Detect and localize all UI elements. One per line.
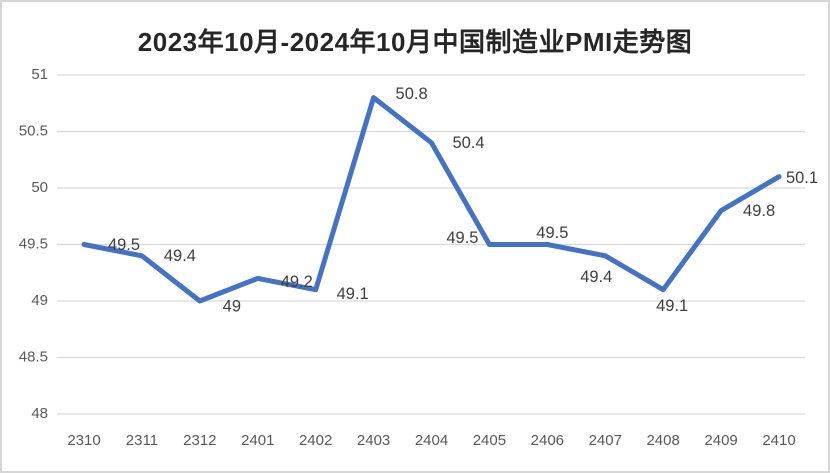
x-tick-label: 2408 [646, 432, 679, 449]
data-label: 50.4 [452, 134, 484, 152]
y-tick-label: 50 [31, 179, 48, 196]
x-tick-label: 2410 [762, 432, 795, 449]
chart-title: 2023年10月-2024年10月中国制造业PMI走势图 [137, 27, 693, 57]
x-tick-label: 2406 [531, 432, 564, 449]
pmi-trend-line [81, 95, 782, 304]
y-tick-label: 48.5 [19, 348, 48, 365]
data-label: 49.1 [337, 285, 369, 303]
data-label: 49.4 [164, 247, 196, 265]
data-label: 49.1 [656, 297, 688, 315]
x-tick-label: 2312 [183, 432, 216, 449]
y-tick-label: 50.5 [19, 122, 48, 139]
data-label: 49.8 [743, 202, 775, 220]
x-tick-label: 2409 [704, 432, 737, 449]
y-tick-label: 49.5 [19, 235, 48, 252]
data-label: 49.2 [281, 273, 313, 291]
x-tick-label: 2403 [357, 432, 390, 449]
data-label: 49.4 [580, 268, 612, 286]
x-tick-label: 2310 [67, 432, 100, 449]
y-tick-label: 49 [31, 292, 48, 309]
x-tick-label: 2311 [126, 432, 158, 449]
x-tick-label: 2402 [299, 432, 332, 449]
x-tick-label: 2405 [473, 432, 506, 449]
x-tick-label: 2401 [241, 432, 274, 449]
data-label: 49 [223, 297, 241, 315]
y-tick-label: 51 [31, 66, 48, 83]
data-label: 50.8 [396, 85, 428, 103]
x-tick-label: 2407 [589, 432, 622, 449]
data-label: 50.1 [786, 169, 818, 187]
data-label: 49.5 [108, 236, 140, 254]
x-tick-label: 2404 [415, 432, 448, 449]
data-label: 49.5 [536, 224, 568, 242]
y-tick-label: 48 [31, 405, 48, 422]
data-label: 49.5 [446, 229, 478, 247]
